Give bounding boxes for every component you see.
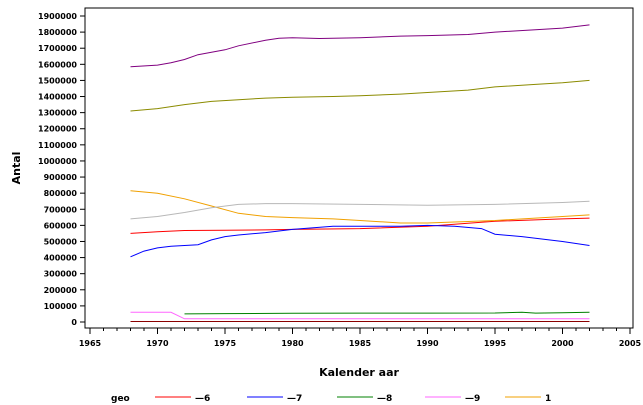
series-line <box>130 200 590 220</box>
x-tick-label: 2000 <box>551 339 574 348</box>
legend-label: —6 <box>195 394 210 404</box>
y-tick-label: 300000 <box>44 270 78 279</box>
legend: geo —6 —7 —8 —9 1 <box>111 394 551 404</box>
y-tick-label: 1500000 <box>38 76 77 85</box>
x-tick-label: 1975 <box>214 339 237 348</box>
legend-label: —9 <box>465 394 480 404</box>
y-tick-label: 900000 <box>44 173 78 182</box>
x-tick-label: 1985 <box>349 339 372 348</box>
series-line <box>130 79 590 112</box>
y-tick-label: 500000 <box>44 237 78 246</box>
y-axis-title: Antal <box>10 152 23 185</box>
y-tick-label: 800000 <box>44 189 78 198</box>
x-tick-label: 1980 <box>281 339 304 348</box>
x-tick-label: 2005 <box>619 339 642 348</box>
series-line <box>130 24 590 68</box>
legend-label: —7 <box>287 394 302 404</box>
series-line <box>130 311 590 320</box>
series-layer <box>130 24 590 322</box>
y-tick-label: 0 <box>71 318 77 327</box>
y-tick-label: 600000 <box>44 221 78 230</box>
x-axis: 1965 1970 1975 1980 1985 1990 1995 2000 2005 <box>79 328 642 348</box>
y-tick-label: 1200000 <box>38 125 77 134</box>
y-tick-label: 1900000 <box>38 12 77 21</box>
y-tick-label: 400000 <box>44 254 78 263</box>
legend-label: 1 <box>545 394 551 404</box>
series-line <box>184 311 590 315</box>
x-tick-label: 1995 <box>484 339 507 348</box>
y-tick-label: 1400000 <box>38 93 77 102</box>
y-tick-label: 1600000 <box>38 60 77 69</box>
x-axis-title: Kalender aar <box>319 366 399 379</box>
plot-frame <box>84 7 634 329</box>
legend-label: —8 <box>377 394 392 404</box>
y-axis: 0 100000 200000 300000 400000 500000 600000 700… <box>38 12 85 327</box>
y-tick-label: 100000 <box>44 302 78 311</box>
series-line <box>130 190 590 224</box>
y-tick-label: 1100000 <box>38 141 77 150</box>
y-tick-label: 1700000 <box>38 44 77 53</box>
series-line <box>130 224 590 258</box>
y-tick-label: 1800000 <box>38 28 77 37</box>
x-tick-label: 1990 <box>416 339 439 348</box>
x-tick-label: 1965 <box>79 339 102 348</box>
y-tick-label: 1000000 <box>38 157 77 166</box>
legend-title: geo <box>111 394 130 404</box>
y-tick-label: 1300000 <box>38 109 77 118</box>
y-tick-label: 200000 <box>44 286 78 295</box>
x-tick-label: 1970 <box>146 339 169 348</box>
y-tick-label: 700000 <box>44 205 78 214</box>
